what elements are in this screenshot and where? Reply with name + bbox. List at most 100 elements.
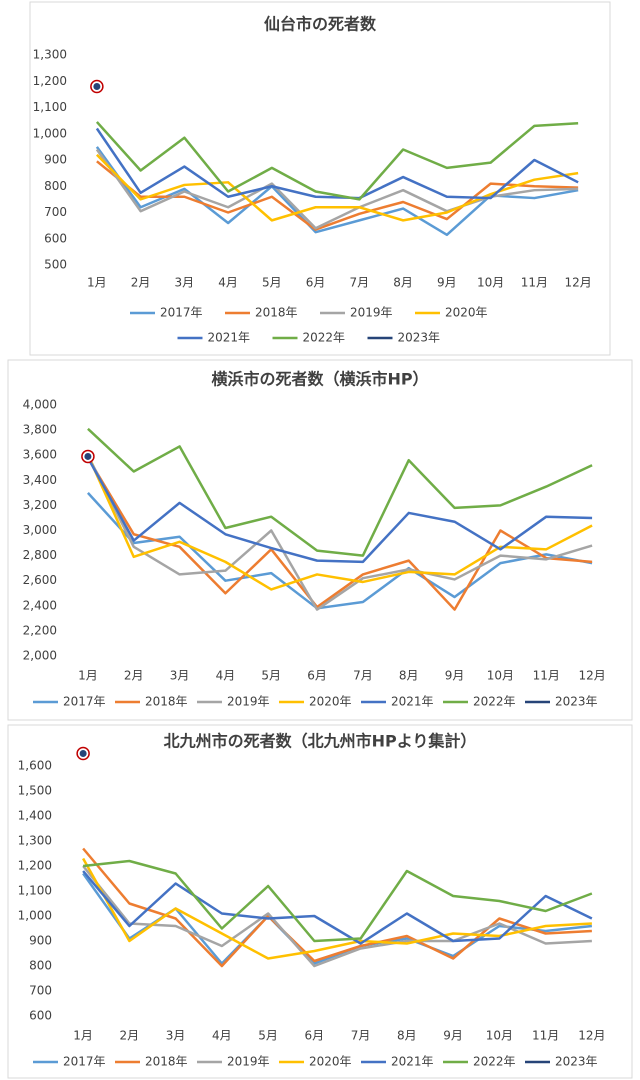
- series-line: [96, 160, 579, 231]
- y-tick-label: 3,400: [23, 473, 57, 487]
- x-tick-label: 10月: [486, 1029, 513, 1043]
- y-tick-label: 1,500: [18, 784, 52, 798]
- series-line: [95, 121, 579, 201]
- series-line: [82, 847, 592, 968]
- x-tick-label: 12月: [578, 669, 605, 683]
- x-tick-label: 5月: [262, 276, 282, 290]
- data-point: [93, 83, 101, 90]
- y-tick-label: 3,000: [23, 523, 57, 537]
- x-tick-label: 9月: [445, 669, 465, 683]
- y-tick-label: 1,200: [18, 859, 52, 873]
- y-tick-label: 900: [29, 934, 52, 948]
- x-tick-label: 8月: [399, 669, 419, 683]
- x-tick-label: 11月: [532, 1029, 559, 1043]
- x-tick-label: 8月: [393, 276, 413, 290]
- y-tick-label: 3,800: [23, 423, 57, 437]
- x-tick-label: 6月: [305, 1029, 325, 1043]
- y-tick-label: 2,800: [23, 548, 57, 562]
- y-tick-label: 800: [29, 959, 52, 973]
- y-tick-label: 900: [44, 153, 67, 167]
- y-tick-label: 2,200: [23, 623, 57, 637]
- series-line: [86, 454, 593, 591]
- legend-label: 2020年: [309, 695, 352, 709]
- data-point: [84, 452, 92, 460]
- x-tick-label: 3月: [170, 669, 190, 683]
- series-line: [82, 857, 592, 960]
- x-tick-label: 10月: [477, 276, 504, 290]
- y-tick-label: 700: [29, 984, 52, 998]
- legend-label: 2020年: [445, 306, 488, 320]
- legend-label: 2019年: [350, 306, 393, 320]
- x-tick-label: 12月: [578, 1029, 605, 1043]
- legend-label: 2019年: [227, 1055, 270, 1069]
- y-tick-label: 4,000: [23, 398, 57, 412]
- legend-label: 2023年: [555, 1055, 598, 1069]
- y-tick-label: 600: [29, 1009, 52, 1023]
- x-tick-label: 7月: [351, 1029, 371, 1043]
- series-line: [86, 457, 593, 564]
- legend-label: 2018年: [145, 1055, 188, 1069]
- x-tick-label: 3月: [166, 1029, 186, 1043]
- legend-label: 2022年: [303, 331, 346, 345]
- y-tick-label: 2,600: [23, 573, 57, 587]
- legend-label: 2021年: [391, 695, 434, 709]
- legend-label: 2017年: [63, 695, 106, 709]
- y-tick-label: 3,600: [23, 448, 57, 462]
- x-tick-label: 7月: [353, 669, 373, 683]
- x-tick-label: 11月: [533, 669, 560, 683]
- legend-label: 2020年: [309, 1055, 352, 1069]
- x-tick-label: 7月: [350, 276, 370, 290]
- y-tick-label: 1,200: [33, 74, 67, 88]
- x-tick-label: 9月: [437, 276, 457, 290]
- series-line: [82, 865, 592, 968]
- x-tick-label: 12月: [564, 276, 591, 290]
- series-line: [82, 870, 593, 945]
- x-tick-label: 4月: [212, 1029, 232, 1043]
- y-tick-label: 1,300: [18, 834, 52, 848]
- y-tick-label: 3,200: [23, 498, 57, 512]
- x-tick-label: 2月: [120, 1029, 140, 1043]
- x-tick-label: 1月: [87, 276, 107, 290]
- x-tick-label: 1月: [73, 1029, 93, 1043]
- y-tick-label: 800: [44, 179, 67, 193]
- y-tick-label: 1,100: [18, 884, 52, 898]
- x-tick-label: 2月: [124, 669, 144, 683]
- x-tick-label: 1月: [78, 669, 98, 683]
- x-tick-label: 9月: [443, 1029, 463, 1043]
- y-tick-label: 600: [44, 231, 67, 245]
- series-line: [86, 492, 593, 610]
- series-line: [87, 427, 593, 557]
- x-tick-label: 5月: [258, 1029, 278, 1043]
- legend-label: 2022年: [473, 1055, 516, 1069]
- x-tick-label: 3月: [175, 276, 195, 290]
- x-tick-label: 4月: [218, 276, 238, 290]
- y-tick-label: 1,000: [18, 909, 52, 923]
- x-tick-label: 10月: [487, 669, 514, 683]
- y-tick-label: 2,400: [23, 598, 57, 612]
- x-tick-label: 4月: [216, 669, 236, 683]
- x-tick-label: 8月: [397, 1029, 417, 1043]
- legend-label: 2018年: [145, 695, 188, 709]
- legend-label: 2023年: [555, 695, 598, 709]
- x-tick-label: 11月: [521, 276, 548, 290]
- legend-label: 2021年: [208, 331, 251, 345]
- series-line: [95, 127, 579, 200]
- y-tick-label: 500: [44, 258, 67, 272]
- x-tick-label: 6月: [307, 669, 327, 683]
- y-tick-label: 1,600: [18, 759, 52, 773]
- series-line: [95, 148, 579, 230]
- y-tick-label: 700: [44, 205, 67, 219]
- y-tick-label: 1,000: [33, 126, 67, 140]
- legend-label: 2018年: [255, 306, 298, 320]
- chart-title: 横浜市の死者数（横浜市HP）: [211, 370, 428, 389]
- x-tick-label: 5月: [261, 669, 281, 683]
- legend-label: 2022年: [473, 695, 516, 709]
- x-tick-label: 6月: [306, 276, 326, 290]
- series-line: [82, 859, 593, 943]
- y-tick-label: 2,000: [23, 649, 57, 663]
- series-line: [86, 454, 593, 611]
- chart-frame: [7, 359, 633, 721]
- legend-label: 2017年: [160, 306, 203, 320]
